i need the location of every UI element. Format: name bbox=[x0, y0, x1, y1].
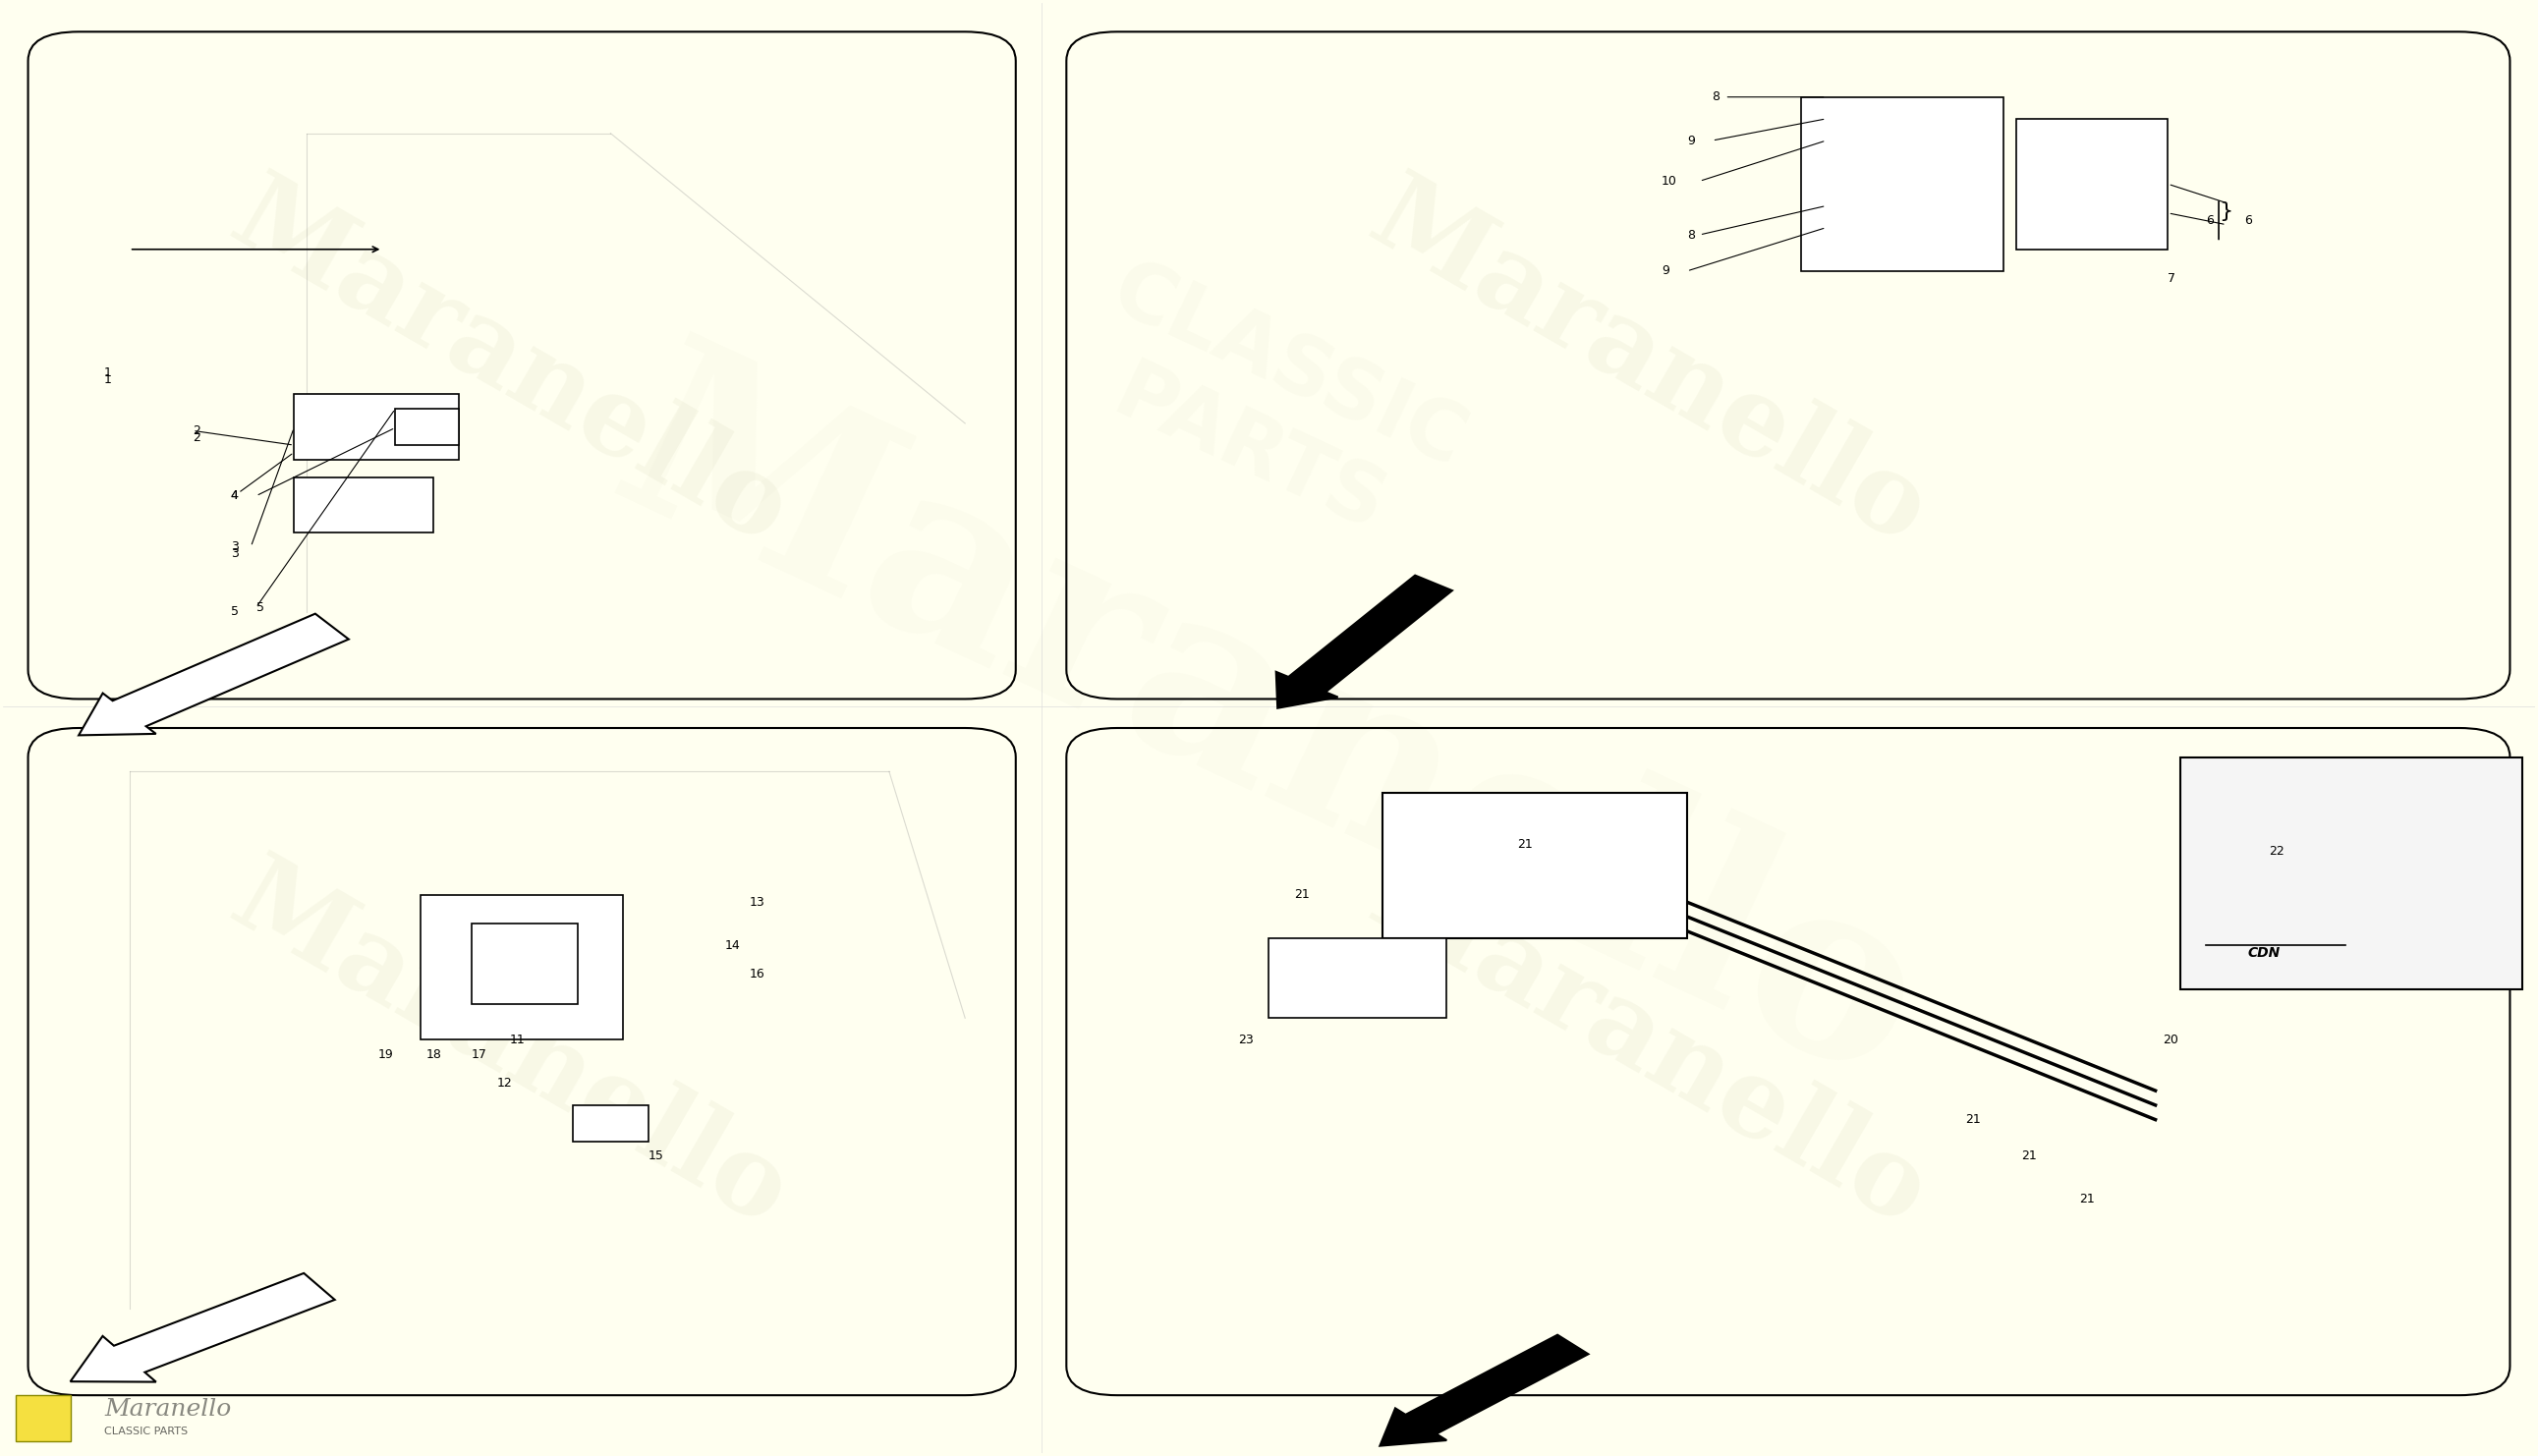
Bar bbox=[15, 1395, 71, 1441]
Text: 21: 21 bbox=[1294, 888, 1310, 901]
Text: 19: 19 bbox=[378, 1048, 393, 1061]
Text: 21: 21 bbox=[2079, 1192, 2094, 1206]
Text: 3: 3 bbox=[231, 540, 239, 553]
Text: Maranello: Maranello bbox=[581, 323, 1957, 1133]
Text: 3: 3 bbox=[231, 547, 239, 561]
Text: 2: 2 bbox=[193, 424, 201, 437]
Text: 6: 6 bbox=[2244, 214, 2251, 227]
FancyBboxPatch shape bbox=[2180, 757, 2523, 989]
Text: 6: 6 bbox=[2206, 214, 2213, 227]
Text: 1: 1 bbox=[104, 374, 112, 386]
Bar bbox=[574, 1105, 650, 1142]
Text: Maranello: Maranello bbox=[213, 846, 805, 1249]
Text: Maranello: Maranello bbox=[1353, 846, 1947, 1249]
FancyArrow shape bbox=[79, 613, 348, 735]
Text: Maranello: Maranello bbox=[104, 1398, 231, 1421]
Text: 2: 2 bbox=[193, 431, 201, 444]
Text: 8: 8 bbox=[1688, 229, 1695, 242]
Text: 9: 9 bbox=[1688, 134, 1695, 147]
Text: 20: 20 bbox=[2162, 1034, 2178, 1047]
Text: Maranello: Maranello bbox=[213, 165, 805, 566]
Text: 14: 14 bbox=[723, 939, 741, 952]
Bar bbox=[396, 409, 459, 446]
Text: 9: 9 bbox=[1662, 265, 1670, 278]
Text: 18: 18 bbox=[426, 1048, 442, 1061]
Text: 17: 17 bbox=[472, 1048, 487, 1061]
Text: 11: 11 bbox=[510, 1034, 525, 1047]
Text: 5: 5 bbox=[256, 601, 264, 614]
Text: 4: 4 bbox=[231, 489, 239, 502]
Text: 21: 21 bbox=[1964, 1114, 1982, 1125]
Text: 22: 22 bbox=[2269, 844, 2284, 858]
Text: 21: 21 bbox=[1518, 837, 1533, 850]
Text: 8: 8 bbox=[1713, 90, 1721, 103]
Text: 23: 23 bbox=[1239, 1034, 1254, 1047]
Text: 16: 16 bbox=[749, 968, 766, 981]
Text: 10: 10 bbox=[1662, 175, 1678, 188]
Bar bbox=[1802, 98, 2002, 271]
Bar bbox=[1383, 794, 1688, 938]
Text: 1: 1 bbox=[104, 367, 112, 379]
Text: 12: 12 bbox=[497, 1077, 513, 1089]
Text: 5: 5 bbox=[231, 606, 239, 619]
Bar bbox=[472, 923, 579, 1003]
FancyArrow shape bbox=[1381, 1335, 1589, 1446]
Bar bbox=[294, 395, 459, 460]
Text: 7: 7 bbox=[2167, 272, 2175, 285]
Text: CDN: CDN bbox=[2249, 946, 2282, 960]
Text: 4: 4 bbox=[231, 489, 239, 502]
Text: 21: 21 bbox=[2020, 1150, 2035, 1162]
Text: 15: 15 bbox=[650, 1150, 665, 1162]
FancyArrow shape bbox=[1277, 575, 1452, 708]
Text: CLASSIC PARTS: CLASSIC PARTS bbox=[104, 1427, 188, 1437]
Text: }: } bbox=[2218, 202, 2233, 221]
Bar bbox=[421, 895, 624, 1040]
Text: Maranello: Maranello bbox=[1353, 165, 1947, 566]
FancyArrow shape bbox=[71, 1273, 335, 1382]
Text: 13: 13 bbox=[749, 895, 766, 909]
Text: CLASSIC
PARTS: CLASSIC PARTS bbox=[1061, 250, 1477, 568]
Bar bbox=[1269, 938, 1447, 1018]
Bar bbox=[2015, 119, 2167, 249]
Bar bbox=[294, 478, 434, 533]
